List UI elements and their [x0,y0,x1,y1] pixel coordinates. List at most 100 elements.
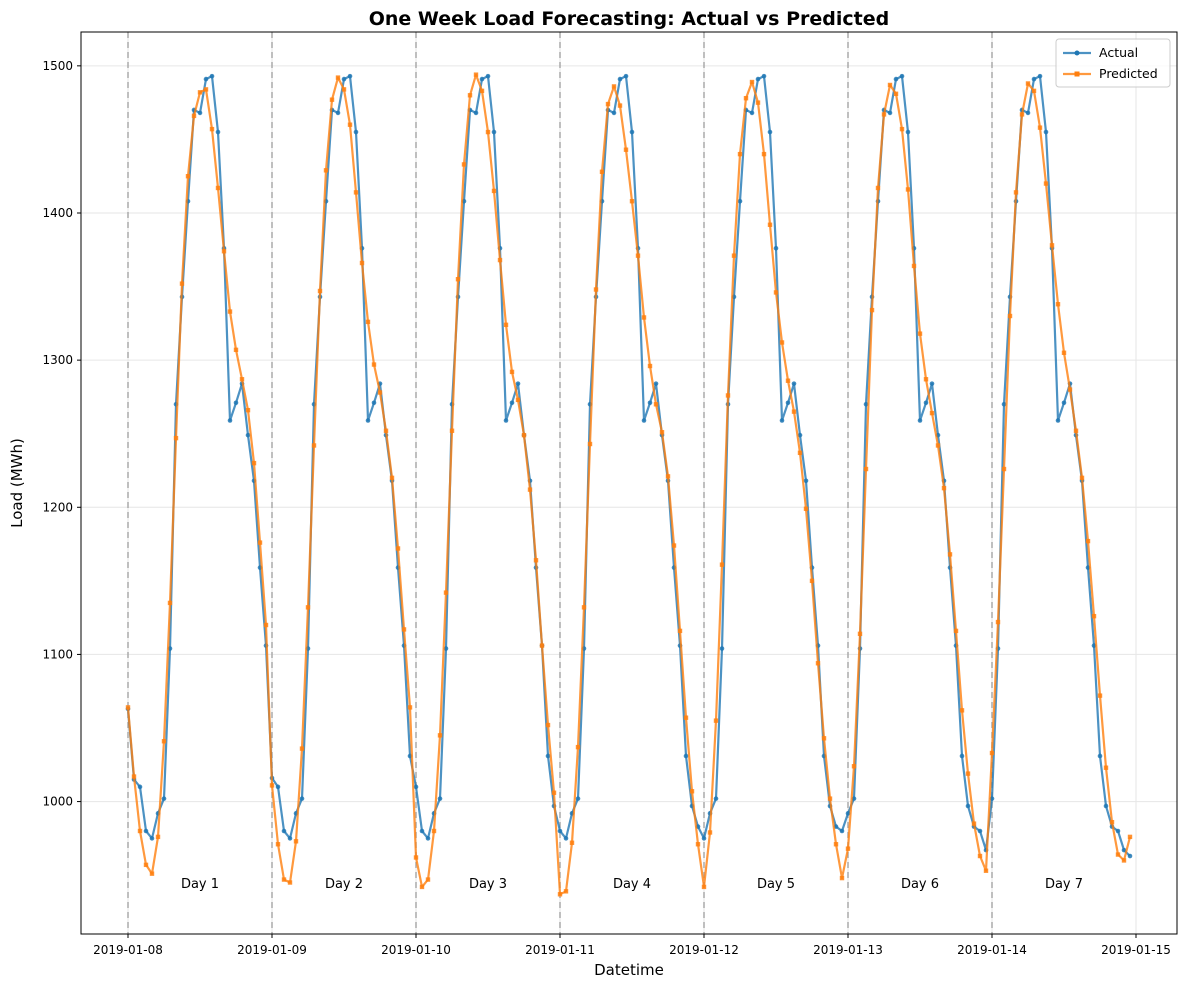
actual-point [299,796,305,801]
predicted-point [911,263,917,269]
predicted-point [743,96,749,101]
actual-point [791,381,797,386]
predicted-point [935,443,941,448]
actual-point [845,811,851,816]
predicted-point [257,540,263,545]
actual-point [1061,400,1067,406]
predicted-point [143,862,149,868]
actual-point [233,400,239,406]
predicted-point [521,432,527,438]
predicted-point [983,868,989,873]
predicted-point [365,319,371,325]
actual-point [629,129,635,135]
predicted-point [881,112,887,117]
predicted-point [263,622,269,628]
predicted-point [1121,858,1127,863]
legend-predicted-label: Predicted [1099,66,1158,81]
actual-point [1097,753,1103,759]
y-tick-label: 1300 [42,353,73,367]
day-label: Day 3 [469,877,507,892]
predicted-point [1055,302,1061,307]
predicted-point [557,892,563,897]
y-tick-label: 1200 [42,500,73,514]
predicted-point [533,558,539,563]
actual-point [767,129,773,135]
predicted-point [389,475,395,481]
day-label: Day 2 [325,877,363,892]
actual-point [641,418,647,423]
day-label: Day 6 [901,877,939,892]
predicted-point [545,722,551,728]
predicted-point [713,718,719,723]
actual-point [863,401,869,407]
actual-point [989,796,995,801]
predicted-point [797,450,803,456]
actual-point [797,432,803,438]
predicted-point [191,113,197,119]
predicted-point [617,103,623,108]
predicted-point [803,506,809,511]
predicted-point [725,393,731,398]
actual-point [761,73,767,79]
actual-point [611,110,617,116]
predicted-point [401,627,407,632]
day-separator-lines [127,32,993,934]
predicted-point [1037,125,1043,130]
predicted-point [1067,387,1073,392]
predicted-point [1043,181,1049,186]
predicted-point [551,790,557,795]
actual-point [839,828,845,834]
x-tick-label: 2019-01-13 [813,943,883,957]
predicted-point [209,126,215,132]
actual-point [1001,401,1007,407]
predicted-point [869,307,875,313]
predicted-point [845,846,851,851]
predicted-point [707,830,713,835]
predicted-point [791,409,797,414]
predicted-point [287,880,293,885]
predicted-point [215,185,221,191]
actual-point [371,400,377,406]
actual-point [1031,76,1037,82]
predicted-point [953,628,959,634]
actual-point [779,418,785,423]
series-layer [125,72,1133,897]
actual-point [575,796,581,801]
predicted-point [767,222,773,227]
predicted-point [137,828,143,834]
actual-point [1037,73,1043,79]
predicted-point [305,605,311,610]
y-axis-label: Load (MWh) [8,438,26,528]
predicted-point [587,441,593,447]
predicted-point [1049,243,1055,248]
actual-point [1025,110,1031,116]
predicted-point [449,428,455,433]
y-tick-label: 1400 [42,206,73,220]
actual-point [1055,418,1061,423]
predicted-point [731,253,737,258]
plot-frame [80,31,1178,935]
predicted-point [467,93,473,98]
predicted-point [281,877,287,882]
predicted-point [167,600,173,606]
predicted-point [1103,765,1109,770]
predicted-point [773,290,779,295]
actual-point [209,73,215,79]
predicted-point [689,789,695,794]
actual-point [335,110,341,116]
actual-point [851,796,857,801]
predicted-point [839,875,845,881]
predicted-point [1085,538,1091,544]
predicted-point [383,428,389,433]
predicted-point [179,281,185,286]
predicted-point [185,174,191,179]
predicted-point [509,369,515,375]
predicted-point [497,257,503,263]
predicted-point [203,87,209,92]
x-tick-label: 2019-01-09 [237,943,307,957]
actual-point [287,836,293,841]
actual-point [149,836,155,841]
actual-point [245,432,251,438]
actual-point [905,129,911,135]
series-predicted [125,72,1133,897]
